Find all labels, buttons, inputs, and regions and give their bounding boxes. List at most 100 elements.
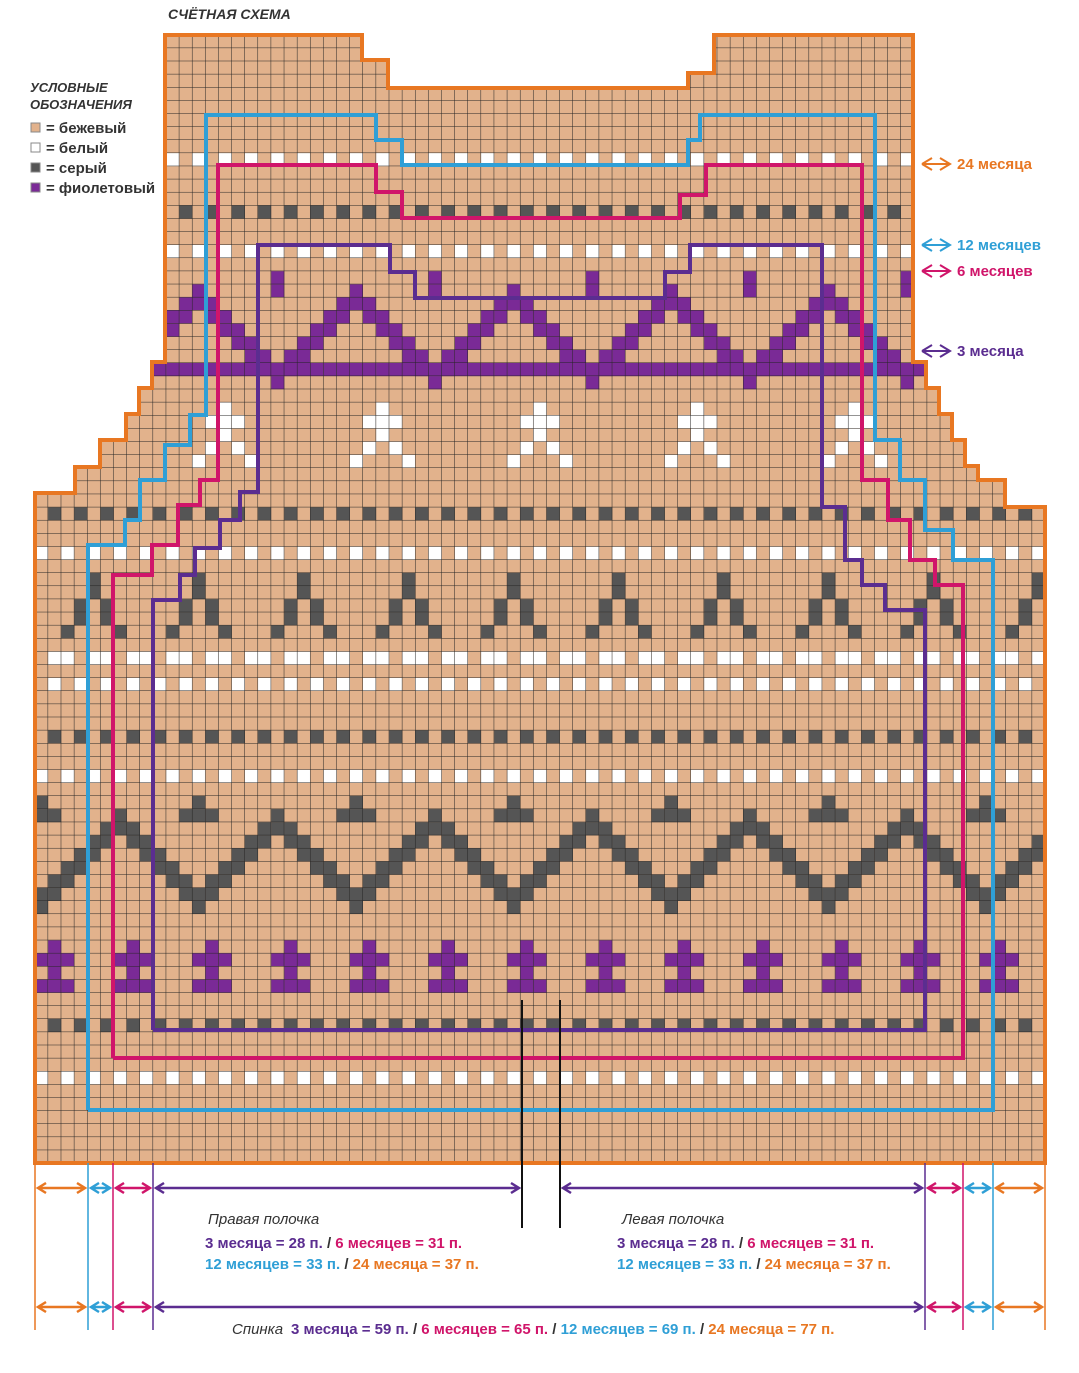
legend: УСЛОВНЫЕ ОБОЗНАЧЕНИЯ = бежевый = белый = сер… <box>30 80 155 197</box>
stitch <box>48 310 62 324</box>
back-part: 6 месяцев = 65 п. <box>421 1321 548 1338</box>
size-arrow <box>921 157 952 171</box>
stitch <box>979 454 993 468</box>
back-part: 12 месяцев = 69 п. <box>561 1321 696 1338</box>
dim-arrow <box>113 1181 153 1195</box>
dim-arrow <box>925 1300 963 1314</box>
stitch <box>74 415 88 429</box>
section-part: / <box>340 1256 353 1273</box>
dim-arrow <box>88 1300 113 1314</box>
stitch <box>1045 612 1058 625</box>
dim-arrow <box>993 1181 1045 1195</box>
stitch <box>1032 349 1045 363</box>
stitch <box>940 323 954 337</box>
section-line: 12 месяцев = 33 п. / 24 месяца = 37 п. <box>205 1256 479 1273</box>
stitch <box>1005 323 1019 337</box>
stitch <box>100 349 114 363</box>
chart-title: СЧЁТНАЯ СХЕМА <box>168 6 291 22</box>
stitch <box>48 363 62 377</box>
section-line: 3 месяца = 28 п. / 6 месяцев = 31 п. <box>617 1235 874 1252</box>
stitch <box>966 205 980 219</box>
outline-6 <box>111 163 965 1060</box>
stitch <box>927 363 941 377</box>
stitch <box>940 363 954 377</box>
legend-title: УСЛОВНЫЕ <box>30 80 108 95</box>
stitch <box>966 363 980 377</box>
stitch <box>35 244 49 259</box>
stitch <box>139 336 154 350</box>
legend-swatch <box>30 182 41 193</box>
stitch <box>953 363 967 377</box>
stitch <box>87 244 101 259</box>
stitch <box>61 323 75 337</box>
stitch <box>992 205 1006 219</box>
stitch <box>953 310 967 324</box>
stitch <box>48 205 62 219</box>
stitch <box>100 363 114 377</box>
stitch <box>1005 363 1019 377</box>
section-part: 3 месяца = 28 п. <box>617 1235 735 1252</box>
stitch <box>35 284 49 298</box>
stitch <box>1019 441 1033 455</box>
stitch <box>139 153 154 167</box>
stitch <box>61 363 75 377</box>
outline-12 <box>86 113 995 1112</box>
stitch <box>126 363 140 377</box>
stitch <box>87 363 101 377</box>
stitch <box>940 205 954 219</box>
stitch <box>48 297 62 311</box>
outline-3 <box>151 243 927 1032</box>
stitch <box>48 441 62 455</box>
section-part: / <box>735 1235 748 1252</box>
stitch <box>139 244 154 259</box>
stitch <box>100 205 114 219</box>
section-part: / <box>752 1256 765 1273</box>
back-line: 3 месяца = 59 п. / 6 месяцев = 65 п. / 1… <box>291 1321 834 1338</box>
legend-swatch <box>30 142 41 153</box>
size-label: 24 месяца <box>957 156 1033 173</box>
stitch <box>61 244 75 259</box>
back-part: / <box>548 1321 561 1338</box>
stitch <box>1032 153 1045 167</box>
dim-arrow <box>925 1181 963 1195</box>
legend-swatch <box>30 162 41 173</box>
stitch <box>927 336 941 350</box>
stitch <box>74 323 88 337</box>
stitch <box>1019 415 1033 429</box>
stitch <box>1005 428 1019 442</box>
stitch <box>940 336 954 350</box>
stitch <box>87 349 101 363</box>
dim-arrow <box>153 1181 522 1195</box>
section-part: 6 месяцев = 31 п. <box>747 1235 874 1252</box>
stitch <box>74 205 88 219</box>
section-line: 3 месяца = 28 п. / 6 месяцев = 31 п. <box>205 1235 462 1252</box>
stitch <box>61 415 75 429</box>
dim-arrow <box>113 1300 153 1314</box>
section-part: 6 месяцев = 31 п. <box>335 1235 462 1252</box>
back-part: / <box>409 1321 422 1338</box>
stitch <box>1019 363 1033 377</box>
section-part: 24 месяца = 37 п. <box>353 1256 479 1273</box>
stitch <box>87 336 101 350</box>
dimensions: Правая полочка 3 месяца = 28 п. / 6 месяц… <box>34 1163 1046 1338</box>
legend-title: ОБОЗНАЧЕНИЯ <box>30 97 132 112</box>
legend-label: = бежевый <box>46 120 126 137</box>
stitch <box>74 441 88 455</box>
stitch <box>126 363 140 377</box>
section-part: 12 месяцев = 33 п. <box>617 1256 752 1273</box>
stitch <box>61 428 75 442</box>
stitch <box>1019 323 1033 337</box>
stitch <box>1045 599 1058 612</box>
size-label: 6 месяцев <box>957 263 1033 280</box>
section-title: Левая полочка <box>621 1211 724 1228</box>
stitch <box>992 297 1006 311</box>
stitch <box>35 363 49 377</box>
stitch <box>1032 363 1045 377</box>
stitch <box>35 454 49 468</box>
stitch <box>953 323 967 337</box>
stitch <box>74 336 88 350</box>
stitch <box>1058 625 1071 638</box>
dim-arrow <box>993 1300 1045 1314</box>
dim-arrow <box>35 1181 88 1195</box>
stitch <box>113 153 127 167</box>
